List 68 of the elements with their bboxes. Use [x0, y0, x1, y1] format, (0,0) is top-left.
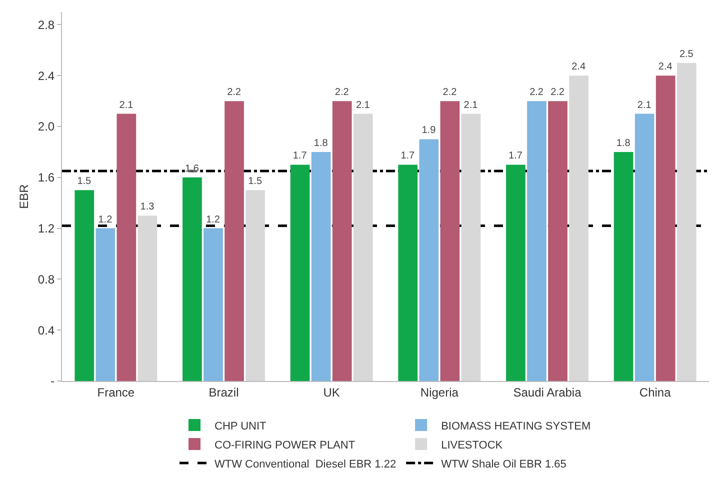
y-tick-label: 2.0: [38, 120, 55, 134]
data-label: 2.1: [356, 100, 370, 111]
bar: [506, 164, 526, 381]
bar: [419, 139, 439, 381]
data-label: 2.4: [572, 62, 586, 73]
data-label: 2.2: [227, 87, 242, 98]
legend-label: WTW Shale Oil EBR 1.65: [441, 458, 566, 470]
y-tick-label: 0.4: [38, 323, 55, 338]
y-tick-label: 1.2: [38, 222, 55, 236]
bar: [332, 101, 352, 381]
legend-label: CO-FIRING POWER PLANT: [214, 439, 356, 452]
legend-label: BIOMASS HEATING SYSTEM: [441, 420, 591, 432]
bar: [290, 164, 310, 381]
data-label: 2.2: [550, 87, 565, 98]
bar: [548, 101, 568, 381]
bar: [138, 216, 158, 381]
y-tick-label: -: [50, 374, 55, 388]
data-label: 2.1: [637, 100, 652, 111]
y-axis-title: EBR: [17, 184, 31, 209]
legend-label: CHP UNIT: [214, 420, 267, 432]
x-tick-label: China: [639, 385, 672, 400]
data-label: 2.2: [442, 87, 458, 98]
bar: [527, 101, 546, 381]
y-tick-label: 0.8: [38, 272, 55, 286]
data-label: 2.1: [119, 100, 134, 111]
y-tick-label: 2.8: [38, 18, 55, 32]
bar: [461, 114, 481, 381]
bar: [246, 190, 265, 381]
data-label: 1.7: [508, 150, 523, 162]
data-label: 1.8: [616, 138, 631, 149]
x-tick-label: Nigeria: [420, 385, 459, 400]
data-label: 1.7: [400, 150, 416, 162]
data-label: 1.3: [140, 202, 155, 213]
bar: [224, 101, 244, 381]
bar: [398, 164, 418, 381]
bar: [204, 228, 223, 381]
y-tick-label: 2.4: [38, 68, 55, 83]
bar: [311, 152, 331, 381]
legend-label: WTW Conventional Diesel EBR 1.22: [214, 458, 396, 470]
bar: [74, 190, 94, 381]
data-label: 1.5: [77, 176, 92, 188]
bar: [676, 62, 696, 381]
bar: [353, 114, 373, 381]
data-label: 2.5: [679, 48, 694, 60]
data-label: 2.4: [658, 62, 673, 73]
bar: [96, 228, 116, 381]
legend-label: LIVESTOCK: [441, 439, 504, 452]
x-tick-label: Saudi Arabia: [513, 385, 582, 400]
x-tick-label: France: [97, 385, 135, 400]
bar: [440, 101, 460, 381]
x-tick-label: UK: [323, 385, 340, 400]
data-label: 1.8: [314, 138, 328, 149]
data-label: 2.2: [530, 87, 544, 98]
data-label: 1.2: [98, 214, 113, 226]
y-tick-label: 1.6: [38, 170, 55, 185]
bar: [569, 76, 588, 381]
bar: [656, 76, 676, 381]
data-label: 1.5: [248, 176, 262, 188]
bar: [116, 114, 136, 381]
bar: [614, 152, 634, 381]
bar: [182, 177, 202, 381]
data-label: 1.2: [206, 214, 220, 226]
x-tick-label: Brazil: [208, 385, 239, 400]
data-label: 1.9: [422, 125, 436, 136]
data-label: 2.2: [334, 87, 350, 98]
bar: [634, 114, 654, 381]
data-label: 2.1: [464, 100, 478, 111]
data-label: 1.7: [292, 150, 308, 162]
